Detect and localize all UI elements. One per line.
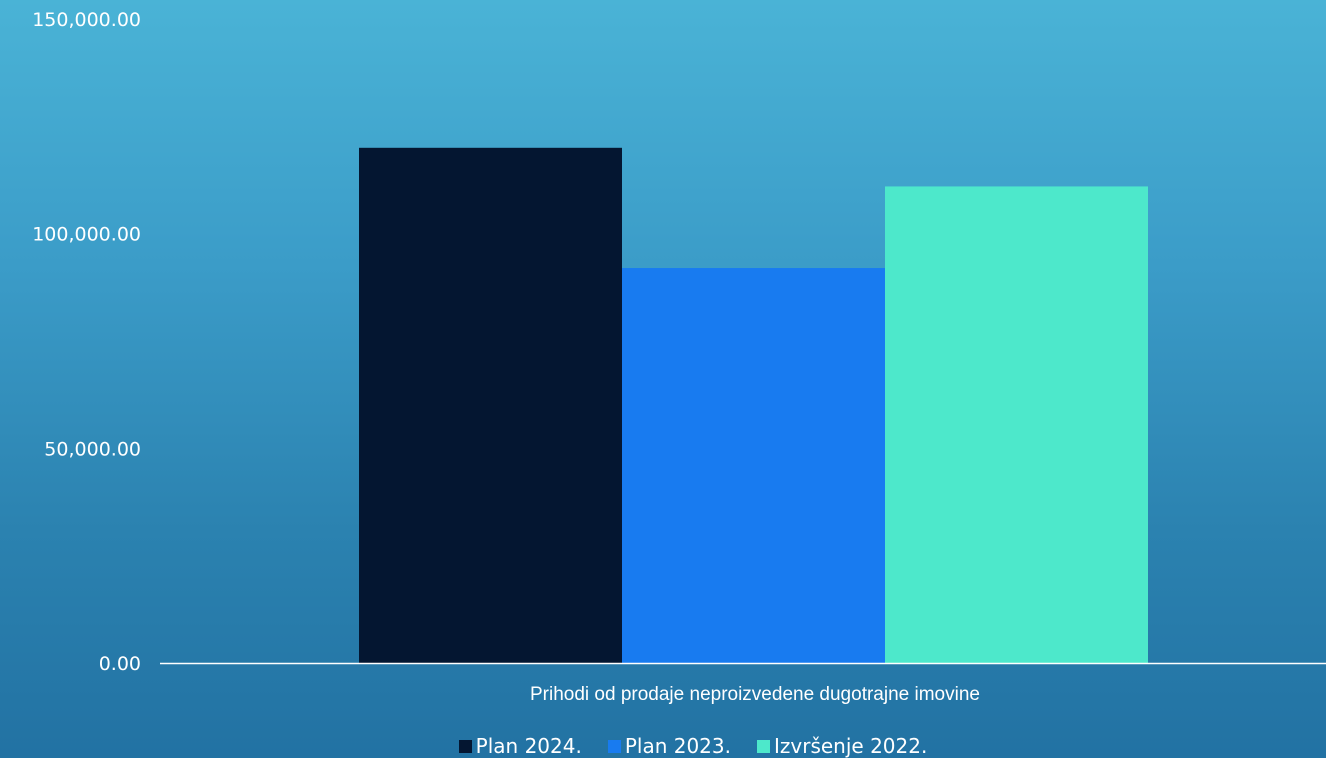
legend-item: Izvršenje 2022. xyxy=(757,734,927,758)
x-category-label: Prihodi od prodaje neproizvedene dugotra… xyxy=(530,684,980,705)
y-axis-ticks: 0.00 50,000.00 100,000.00 150,000.00 xyxy=(32,9,141,675)
x-axis-categories: Prihodi od prodaje neproizvedene dugotra… xyxy=(530,684,980,705)
legend-item: Plan 2023. xyxy=(607,734,731,758)
bar-plan-2023 xyxy=(622,268,885,663)
y-tick-label: 150,000.00 xyxy=(32,9,141,31)
legend-label: Plan 2023. xyxy=(624,734,731,758)
bar-izvr-enje-2022 xyxy=(885,186,1148,663)
y-tick-label: 50,000.00 xyxy=(44,438,141,460)
legend-swatch xyxy=(757,739,770,753)
y-tick-label: 0.00 xyxy=(99,653,141,675)
legend: Plan 2024. Plan 2023. Izvršenje 2022. xyxy=(0,733,1326,758)
legend-item: Plan 2024. xyxy=(458,734,582,758)
legend-label: Plan 2024. xyxy=(475,734,582,758)
bar-plan-2024 xyxy=(359,147,622,664)
y-tick-label: 100,000.00 xyxy=(32,224,141,246)
bar-group xyxy=(359,147,1148,664)
legend-label: Izvršenje 2022. xyxy=(774,734,928,758)
legend-swatch xyxy=(607,739,621,753)
legend-swatch xyxy=(458,739,472,753)
